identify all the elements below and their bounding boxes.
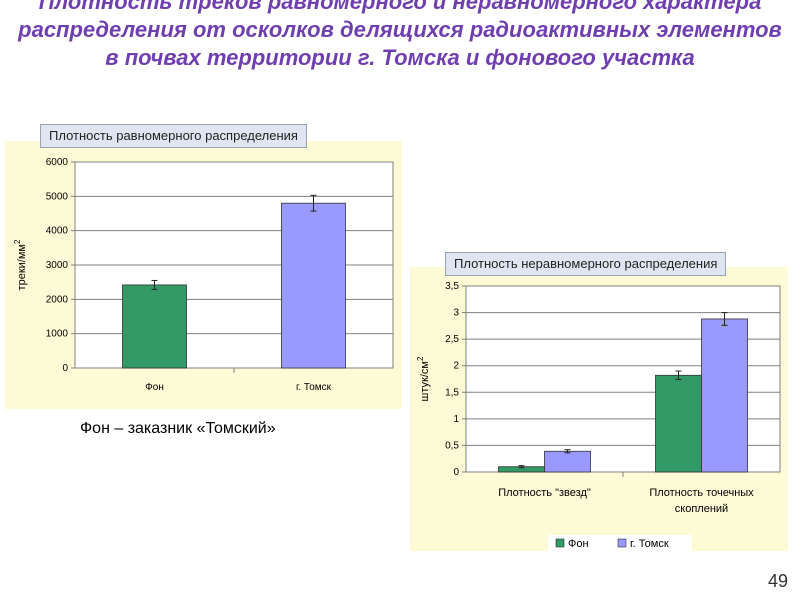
y-tick-label: 6000 (46, 157, 69, 168)
y-tick-label: 1000 (46, 329, 69, 340)
chart-nonuniform-svg: 0 0,5 1 1,5 2 2,5 3 3,5 Плотность "звезд" Плотнос… (416, 281, 781, 551)
legend-swatch (555, 538, 565, 548)
y-tick-label: 2,5 (445, 334, 459, 345)
y-tick-label: 5000 (46, 191, 69, 202)
bar (122, 284, 187, 369)
y-tick-label: 3,5 (445, 281, 459, 292)
bar (701, 318, 748, 473)
x-tick-label: Фон (145, 382, 164, 393)
x-tick-label: скоплений (675, 503, 728, 515)
y-tick-label: 1 (453, 414, 459, 425)
chart-uniform-svg: 0 1000 2000 3000 4000 5000 6000 Фон г. Томск трек… (13, 157, 394, 393)
chart-nonuniform: 0 0,5 1 1,5 2 2,5 3 3,5 Плотность "звезд" Плотнос… (410, 267, 788, 551)
y-tick-label: 3 (453, 308, 459, 319)
chart-uniform: 0 1000 2000 3000 4000 5000 6000 Фон г. Томск трек… (5, 141, 402, 409)
note-background-area: Фон – заказник «Томский» (80, 420, 276, 437)
y-tick-label: 2 (453, 361, 459, 372)
chart-nonuniform-header: Плотность неравномерного распределения (445, 252, 727, 276)
legend-label: Фон (568, 538, 589, 550)
y-tick-label: 1,5 (445, 387, 459, 398)
x-tick-label: г. Томск (296, 382, 332, 393)
chart-uniform-header: Плотность равномерного распределения (40, 124, 307, 148)
bar (655, 374, 702, 473)
y-tick-label: 0,5 (445, 440, 459, 451)
legend-swatch (617, 538, 627, 548)
slide-title: Плотность треков равномерного и неравном… (18, 0, 782, 70)
y-tick-label: 0 (62, 363, 68, 374)
y-tick-label: 3000 (46, 260, 69, 271)
bar (544, 450, 591, 473)
x-tick-label: Плотность точечных (649, 487, 754, 499)
y-axis-label: треки/мм2 (13, 239, 28, 290)
legend-label: г. Томск (630, 538, 669, 550)
y-axis-label: штук/см2 (416, 356, 431, 401)
y-tick-label: 2000 (46, 294, 69, 305)
y-tick-label: 0 (453, 467, 459, 478)
x-tick-label: Плотность "звезд" (498, 487, 591, 499)
y-tick-label: 4000 (46, 226, 69, 237)
bar (281, 202, 346, 369)
page-number: 49 (767, 571, 788, 591)
